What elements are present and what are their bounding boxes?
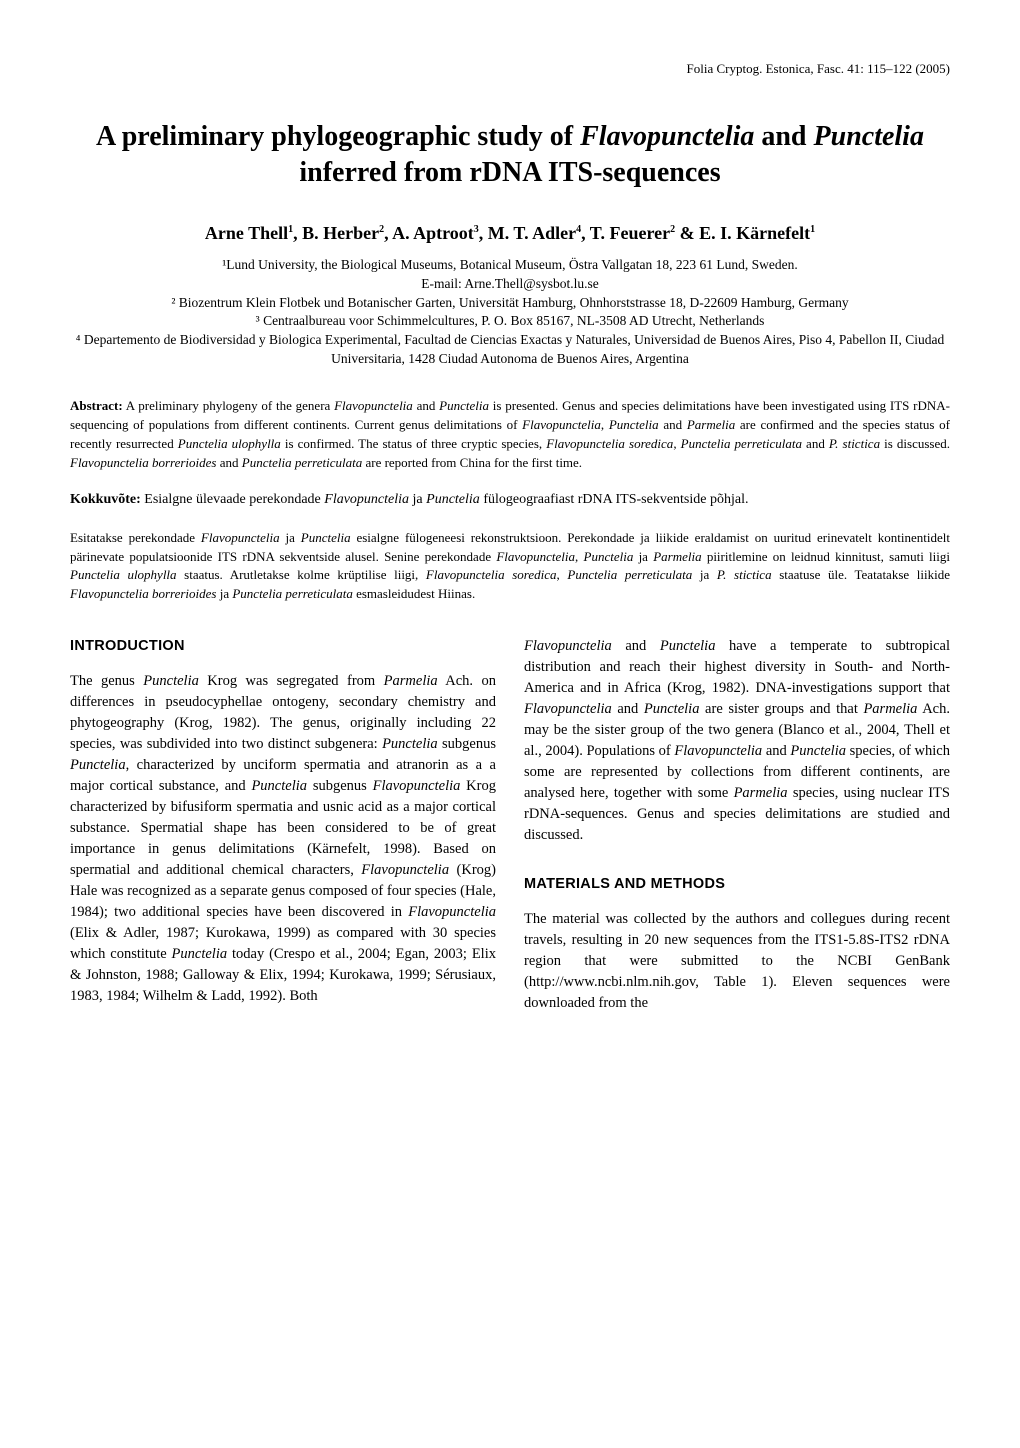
col2-para1: Flavopunctelia and Punctelia have a temp… — [524, 636, 950, 846]
header-citation: Folia Cryptog. Estonica, Fasc. 41: 115–1… — [70, 60, 950, 79]
abstract-text: A preliminary phylogeny of the genera Fl… — [70, 398, 950, 470]
left-column: INTRODUCTION The genus Punctelia Krog wa… — [70, 636, 496, 1014]
intro-text: The genus Punctelia Krog was segregated … — [70, 671, 496, 1007]
kokkuvote-block: Kokkuvõte: Esialgne ülevaade perekondade… — [70, 490, 950, 510]
affiliation-3: ³ Centraalbureau voor Schimmelcultures, … — [70, 312, 950, 331]
right-column: Flavopunctelia and Punctelia have a temp… — [524, 636, 950, 1014]
affiliation-1: ¹Lund University, the Biological Museums… — [70, 256, 950, 275]
affiliations: ¹Lund University, the Biological Museums… — [70, 256, 950, 369]
abstract-label: Abstract: — [70, 398, 123, 413]
intro-heading: INTRODUCTION — [70, 636, 496, 657]
affiliation-2: ² Biozentrum Klein Flotbek und Botanisch… — [70, 294, 950, 313]
author-list: Arne Thell1, B. Herber2, A. Aptroot3, M.… — [70, 220, 950, 246]
kokkuvote-text: Esialgne ülevaade perekondade Flavopunct… — [141, 492, 749, 507]
kokkuvote-label: Kokkuvõte: — [70, 492, 141, 507]
affiliation-4: ⁴ Departemento de Biodiversidad y Biolog… — [70, 331, 950, 369]
two-column-body: INTRODUCTION The genus Punctelia Krog wa… — [70, 636, 950, 1014]
affiliation-email: E-mail: Arne.Thell@sysbot.lu.se — [70, 275, 950, 294]
estonian-paragraph: Esitatakse perekondade Flavopunctelia ja… — [70, 529, 950, 604]
materials-heading: MATERIALS AND METHODS — [524, 874, 950, 895]
abstract-block: Abstract: A preliminary phylogeny of the… — [70, 397, 950, 472]
article-title: A preliminary phylogeographic study of F… — [70, 119, 950, 192]
materials-text: The material was collected by the author… — [524, 909, 950, 1014]
